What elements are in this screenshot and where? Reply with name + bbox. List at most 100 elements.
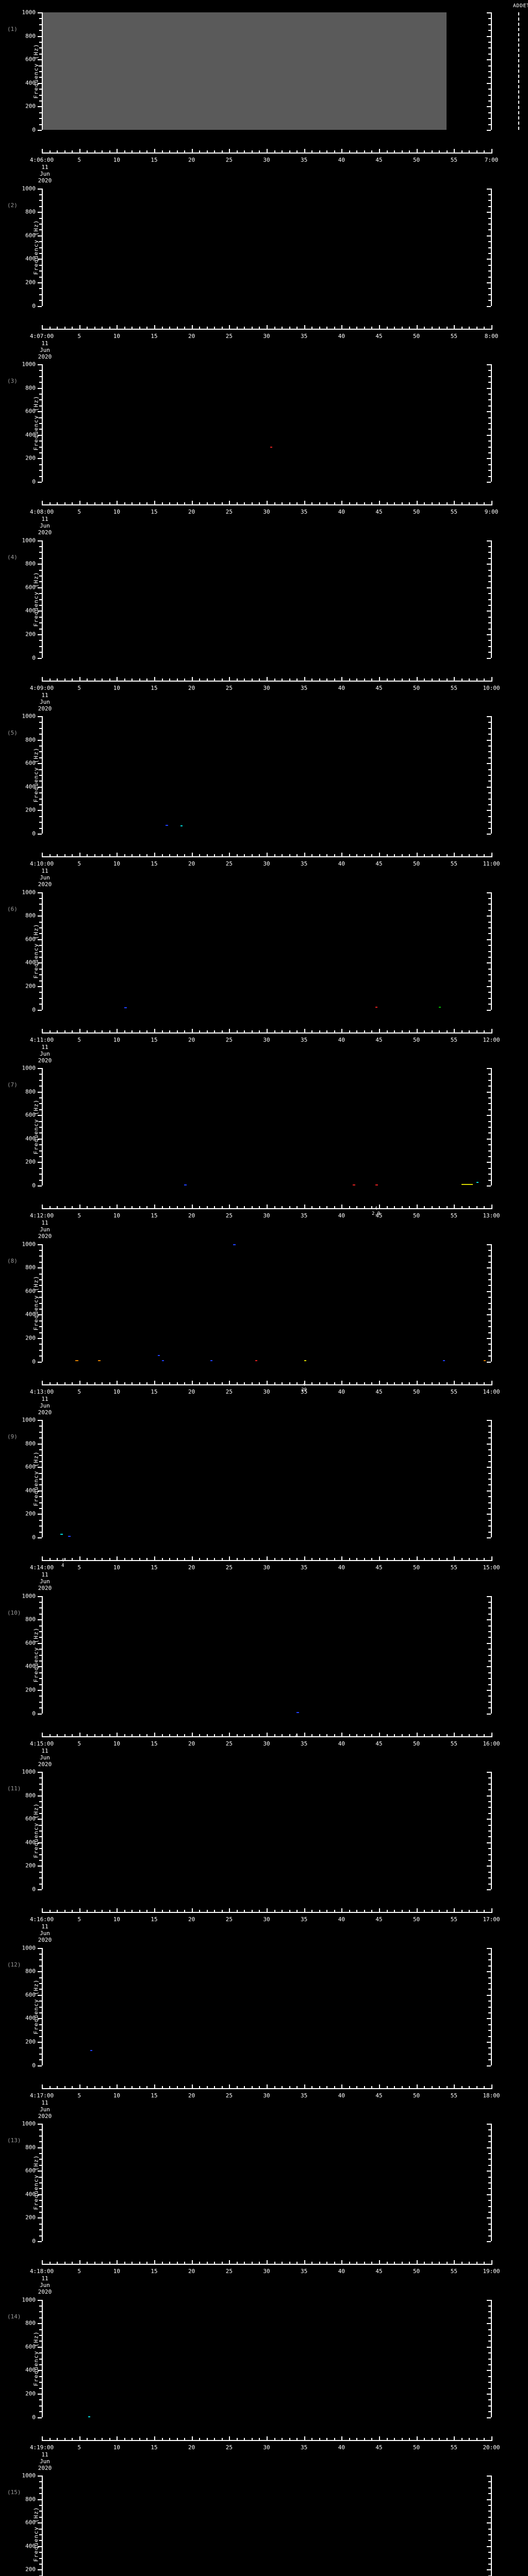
- y-axis-tick: [488, 1660, 491, 1662]
- x-axis-tick: [229, 1732, 230, 1737]
- x-axis-tick: [379, 501, 380, 505]
- y-axis-tick: [38, 106, 42, 108]
- x-axis-tick: [87, 1910, 88, 1913]
- x-axis-tick: [326, 150, 328, 154]
- x-axis-tick: [229, 2260, 230, 2265]
- x-axis-tick: [42, 1380, 43, 1385]
- y-tick-label: 0: [32, 126, 36, 133]
- x-axis-tick: [296, 854, 298, 857]
- x-axis-tick-label: 45: [375, 509, 383, 515]
- x-axis-tick-label: 5: [77, 1036, 81, 1043]
- x-axis-tick: [191, 2260, 193, 2265]
- y-tick-label: 0: [32, 478, 36, 485]
- x-axis-tick-label: 25: [225, 1388, 233, 1395]
- x-axis-tick-label: 35: [301, 509, 308, 515]
- panel-number: (1): [7, 26, 18, 32]
- y-axis-tick: [38, 387, 42, 389]
- y-axis-tick: [39, 652, 42, 653]
- y-axis-tick: [39, 1179, 42, 1181]
- x-axis-tick-label: 50: [413, 2444, 420, 2451]
- y-axis-tick: [38, 1420, 42, 1421]
- x-axis-tick: [184, 150, 186, 154]
- y-axis-tick: [39, 822, 42, 823]
- y-axis-tick: [488, 2153, 491, 2154]
- x-axis-tick-label: 25: [225, 2092, 233, 2099]
- y-axis-tick: [488, 1877, 491, 1879]
- y-axis-tick: [39, 1696, 42, 1697]
- x-axis-tick: [146, 2437, 148, 2441]
- x-axis-tick-label: 55: [450, 2444, 457, 2451]
- panel-number: (3): [7, 378, 18, 384]
- x-axis-tick: [124, 1382, 125, 1385]
- x-axis-tick-label: 45: [375, 1036, 383, 1043]
- y-axis-tick: [488, 1777, 491, 1779]
- y-axis-tick: [38, 1185, 42, 1187]
- x-axis-tick: [364, 502, 365, 505]
- spectrogram-image: [42, 1596, 491, 1714]
- x-axis-tick: [326, 2086, 328, 2089]
- x-axis-tick: [49, 326, 51, 330]
- x-axis-tick: [416, 1732, 418, 1737]
- y-axis-tick: [39, 1326, 42, 1328]
- y-axis-tick: [39, 2036, 42, 2037]
- x-axis-tick: [491, 1732, 492, 1737]
- y-axis-left-spine: [42, 1772, 43, 1889]
- y-axis-tick: [487, 1994, 491, 1996]
- y-axis-tick: [488, 1174, 491, 1175]
- plot-area: [38, 1244, 492, 1363]
- y-axis-tick: [39, 2399, 42, 2401]
- x-axis-tick: [176, 326, 178, 330]
- x-axis-tick: [349, 2086, 350, 2089]
- x-axis-tick: [139, 2086, 140, 2089]
- y-axis-tick: [38, 1443, 42, 1445]
- x-axis-tick: [296, 2086, 298, 2089]
- x-axis-tick-label: 55: [450, 1740, 457, 1747]
- plot-area: [38, 1596, 492, 1715]
- y-axis-tick: [39, 1789, 42, 1791]
- y-axis-tick: [488, 2001, 491, 2002]
- x-axis-tick: [131, 1734, 133, 1737]
- x-axis-tick: [169, 854, 171, 857]
- x-axis-tick: [476, 150, 477, 154]
- panel-number: (11): [7, 1785, 21, 1792]
- y-axis-tick: [488, 2135, 491, 2137]
- y-axis-tick: [487, 763, 491, 765]
- y-axis-tick: [39, 89, 42, 90]
- x-axis-tick-label: 15: [151, 2268, 158, 2275]
- x-axis-tick-label: 40: [338, 2268, 345, 2275]
- x-axis-tick: [206, 1558, 208, 1561]
- x-axis-tick-label: 40: [338, 1388, 345, 1395]
- y-tick-label: 0: [32, 1534, 36, 1541]
- y-axis-tick: [487, 2217, 491, 2219]
- y-axis-tick: [39, 1625, 42, 1626]
- x-axis-tick-label: 20: [188, 2268, 195, 2275]
- y-axis-tick: [39, 1461, 42, 1462]
- x-axis-tick: [57, 2086, 58, 2089]
- x-axis-tick: [251, 854, 253, 857]
- y-axis-tick: [487, 411, 491, 413]
- y-axis-tick: [487, 130, 491, 131]
- x-axis-tick: [401, 502, 403, 505]
- x-axis-tick: [131, 326, 133, 330]
- y-axis-tick: [487, 2346, 491, 2348]
- y-axis-tick: [488, 604, 491, 606]
- x-axis-tick: [461, 1910, 463, 1913]
- y-tick-label: 800: [25, 1088, 36, 1095]
- y-axis-tick: [38, 1642, 42, 1644]
- y-axis-tick: [488, 118, 491, 120]
- y-axis-tick: [38, 1514, 42, 1515]
- x-axis-tick: [229, 676, 230, 682]
- x-axis-tick: [356, 1558, 358, 1561]
- x-axis-tick: [356, 150, 358, 154]
- y-axis-tick: [38, 634, 42, 635]
- x-axis-tick: [236, 1734, 238, 1737]
- x-axis-tick: [109, 1558, 110, 1561]
- x-axis-tick-label: 10: [113, 1388, 120, 1395]
- y-axis-tick: [488, 446, 491, 448]
- x-axis-tick: [461, 326, 463, 330]
- x-axis-tick: [244, 1558, 245, 1561]
- x-axis-tick: [124, 1910, 125, 1913]
